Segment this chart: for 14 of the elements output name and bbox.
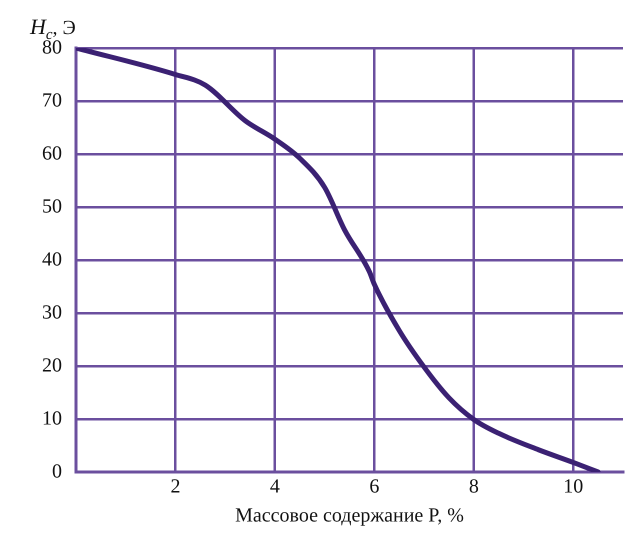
y-tick-label: 50 xyxy=(42,195,62,218)
x-axis-title: Массовое содержание P, % xyxy=(235,504,464,526)
y-tick-label: 40 xyxy=(42,248,62,270)
y-tick-label: 10 xyxy=(42,407,62,430)
x-tick-label: 6 xyxy=(369,475,380,498)
x-tick-label: 2 xyxy=(170,475,180,498)
x-tick-label: 10 xyxy=(563,475,584,498)
y-tick-label: 30 xyxy=(42,301,62,324)
y-tick-label: 20 xyxy=(42,354,62,376)
x-tick-label: 4 xyxy=(270,475,280,498)
x-tick-label: 8 xyxy=(468,475,479,498)
y-tick-label: 60 xyxy=(42,142,62,164)
y-tick-label: 70 xyxy=(42,89,62,112)
y-tick-label: 0 xyxy=(52,460,62,482)
